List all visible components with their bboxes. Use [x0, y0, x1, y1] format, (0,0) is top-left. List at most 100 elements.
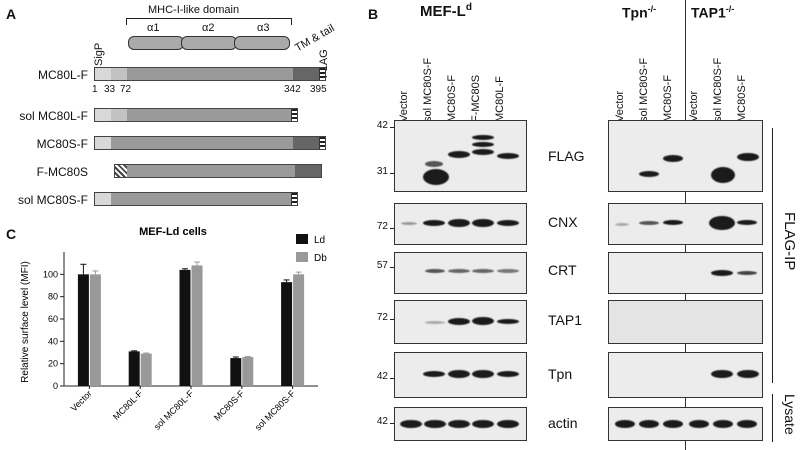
pos-342: 342 [284, 84, 301, 95]
blot-actin-g23 [608, 407, 763, 441]
chart-axes: 0 20 40 60 80 100 [43, 252, 318, 391]
construct-bar-f-mc80s [114, 164, 322, 178]
blot-crt-g23 [608, 252, 763, 294]
chart-bars [77, 261, 305, 386]
chart-bar [242, 356, 254, 386]
mw-31-flag: 31 [376, 166, 388, 177]
lane-g2-vector: Vector [614, 90, 626, 122]
chart-x-tick-label: sol MC80S-F [253, 388, 298, 433]
mw-72-cnx: 72 [376, 221, 388, 232]
pos-72: 72 [120, 84, 132, 95]
flag-ip-label: FLAG-IP [781, 212, 798, 271]
alpha3-pill [234, 36, 290, 50]
mw-57-crt: 57 [376, 260, 388, 271]
group-tap1-text: TAP1 [691, 4, 726, 21]
tm-tail-label: TM & tail [293, 22, 337, 55]
lane-g1-mc80l-f: MC80L-F [494, 76, 506, 122]
target-tap1: TAP1 [548, 312, 582, 328]
blot-flag-g1 [394, 120, 527, 192]
chart-y-tick-label: 100 [43, 269, 58, 279]
surface-level-chart: MEF-Ld cells Relative surface level (MFI… [20, 226, 327, 433]
pos-395: 395 [310, 84, 327, 95]
chart-y-tick-label: 80 [48, 292, 58, 302]
lane-g1-f-mc80s: F-MC80S [470, 74, 482, 122]
chart-y-tick-label: 40 [48, 336, 58, 346]
construct-label-sol-mc80l-f: sol MC80L-F [19, 109, 88, 123]
chart-x-tick-label: sol MC80L-F [152, 388, 196, 432]
ip-bracket [772, 128, 773, 383]
pos-33: 33 [104, 84, 116, 95]
lane-g1-vector: Vector [398, 90, 410, 122]
chart-legend-label: Db [314, 253, 327, 264]
blot-crt-g1 [394, 252, 527, 294]
group-tpn-title: Tpn-/- [622, 4, 656, 21]
mw-42-flag: 42 [376, 120, 388, 131]
chart-x-tick-label: MC80L-F [111, 388, 145, 422]
lane-g3-mc80s-f: MC80S-F [736, 74, 748, 122]
lane-g3-vector: Vector [688, 90, 700, 122]
construct-bar-sol-mc80l-f [94, 108, 298, 122]
alpha2-label: α2 [202, 22, 215, 34]
alpha3-label: α3 [257, 22, 270, 34]
blot-flag-g23 [608, 120, 763, 192]
chart-bar [230, 358, 242, 386]
chart-legend-swatch [296, 234, 308, 244]
construct-label-f-mc80s: F-MC80S [36, 165, 88, 179]
chart-xlabels: Vector MC80L-F sol MC80L-F MC80S-F sol MC80S… [69, 386, 298, 433]
lane-g1-sol-mc80s-f: sol MC80S-F [422, 57, 434, 122]
chart-bar [281, 282, 293, 386]
target-crt: CRT [548, 262, 577, 278]
chart-title: MEF-Ld cells [139, 226, 207, 238]
chart-y-tick-label: 60 [48, 314, 58, 324]
chart-y-tick-label: 0 [53, 381, 58, 391]
construct-bar-mc80l-f [94, 67, 326, 81]
group-mef-ld-title: MEF-Ld [420, 2, 472, 20]
construct-label-mc80s-f: MC80S-F [36, 137, 88, 151]
blot-tap1-g1 [394, 300, 527, 344]
construct-label-sol-mc80s-f: sol MC80S-F [17, 193, 88, 207]
group-tpn-text: Tpn [622, 4, 648, 21]
target-actin: actin [548, 415, 578, 431]
blot-actin-g1 [394, 407, 527, 441]
chart-x-tick-label: MC80S-F [212, 388, 247, 423]
chart-legend: Ld Db [296, 234, 327, 264]
chart-bar [179, 269, 191, 386]
blot-cnx-g1 [394, 203, 527, 245]
target-tpn: Tpn [548, 366, 573, 382]
mw-42-tpn: 42 [376, 371, 388, 382]
chart-y-tick-label: 20 [48, 359, 58, 369]
lane-g2-mc80s-f: MC80S-F [662, 74, 674, 122]
blot-cnx-g23 [608, 203, 763, 245]
chart-bar [89, 274, 101, 386]
mhc-domain-label: MHC-I-like domain [148, 4, 240, 16]
pos-1: 1 [92, 84, 98, 95]
panel-a-letter: A [6, 6, 17, 22]
mw-72-tap1: 72 [376, 312, 388, 323]
target-flag: FLAG [548, 148, 585, 164]
lysate-bracket [772, 394, 773, 442]
chart-x-tick-label: Vector [69, 388, 94, 413]
panel-b-letter: B [368, 6, 379, 22]
chart-legend-swatch [296, 252, 308, 262]
chart-legend-label: Ld [314, 235, 325, 246]
lysate-label: Lysate [782, 394, 798, 435]
target-cnx: CNX [548, 214, 578, 230]
alpha1-label: α1 [147, 22, 160, 34]
lane-g3-sol-mc80s-f: sol MC80S-F [712, 57, 724, 122]
alpha1-pill [128, 36, 184, 50]
panel-c-letter: C [6, 226, 17, 242]
group-mef-ld-text: MEF-L [420, 3, 466, 20]
blot-tpn-g1 [394, 352, 527, 398]
chart-bar [293, 274, 305, 386]
blot-tap1-g23 [608, 300, 763, 344]
group-tap1-title: TAP1-/- [691, 4, 734, 21]
chart-bar [191, 265, 203, 386]
sigp-label: SigP [93, 42, 105, 66]
group-tap1-sup: -/- [725, 4, 735, 14]
group-tpn-sup: -/- [647, 4, 657, 14]
construct-label-mc80l-f: MC80L-F [37, 68, 88, 82]
mhc-domain-bracket [126, 18, 292, 25]
chart-bar [128, 351, 140, 386]
chart-ylabel: Relative surface level (MFI) [20, 261, 31, 383]
lane-g1-mc80s-f: MC80S-F [446, 74, 458, 122]
